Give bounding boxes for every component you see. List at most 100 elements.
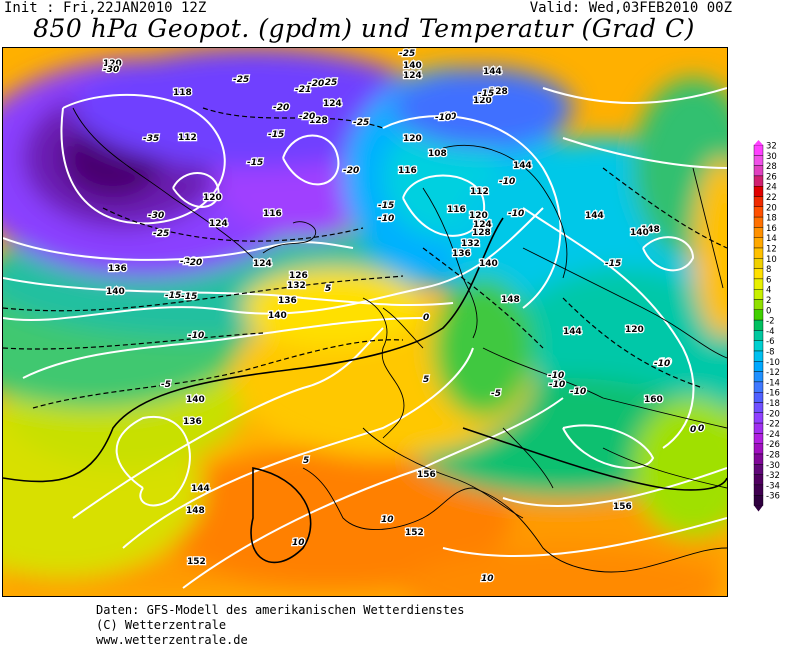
colorbar-swatch [753,340,764,352]
colorbar-tick-label: 22 [766,193,777,203]
temperature-contour-label: -10 [570,387,586,397]
colorbar-swatch [753,443,764,455]
height-contour-label: 140 [186,395,205,405]
height-contour-label: 124 [323,99,342,109]
temperature-contour-label: -35 [143,134,159,144]
temperature-colorbar: 32 30 28 26 24 22 20 18 16 14 12 10 8 6 4 2 0 -2 -4 -6 -8 -10… [752,140,786,512]
colorbar-swatch [753,433,764,444]
colorbar-tick-label: -10 [766,358,780,368]
temperature-contour-label: -30 [148,211,164,221]
temperature-contour-label: -25 [321,78,337,88]
colorbar-tick-label: 18 [766,214,777,224]
temperature-contour-label: 0 [423,313,429,323]
temperature-contour-label: -10 [378,214,394,224]
height-contour-label: 120 [203,193,222,203]
temperature-contour-label: -15 [165,291,181,301]
colorbar-tick-label: 30 [766,152,777,162]
temperature-contour-label: 0 [690,425,696,435]
colorbar-swatch [753,464,764,475]
height-contour-label: 152 [405,528,424,538]
temperature-contour-label: -10 [188,331,204,341]
coastlines [72,107,727,573]
temperature-contour-label: -15 [181,292,197,302]
colorbar-swatch [753,227,764,238]
colorbar-tick-label: -6 [766,337,774,347]
colorbar-tick-label: -32 [766,471,780,481]
colorbar-swatch [753,196,764,208]
colorbar-tick-label: -2 [766,317,774,327]
temperature-contour-label: -15 [478,89,494,99]
colorbar-tick-label: 12 [766,245,777,255]
height-contour-label: 144 [513,161,532,171]
temperature-contour-label: -5 [161,380,171,390]
footer-url: www.wetterzentrale.de [96,633,248,647]
temperature-contour-label: -25 [399,49,415,59]
height-contour-label: 140 [268,311,287,321]
height-contour-label: 144 [585,211,604,221]
height-contour-label: 128 [309,116,328,126]
height-contour-label: 124 [209,219,228,229]
map-title: 850 hPa Geopot. (gpdm) und Temperatur (G… [33,14,695,43]
temperature-contour-label: -25 [233,75,249,85]
colorbar-tick-label: 4 [766,286,771,296]
footer: Daten: GFS-Modell des amerikanischen Wet… [96,603,464,648]
height-contour-label: 140 [106,287,125,297]
temperature-contour-label: 0 [698,424,704,434]
height-contour-label: 136 [183,417,202,427]
temperature-contour-label: -10 [435,113,451,123]
height-contour-label: 118 [173,88,192,98]
height-contour-label: 140 [630,228,649,238]
colorbar-swatch [753,402,764,414]
height-contour-label: 124 [403,71,422,81]
colorbar-tick-label: -4 [766,327,774,337]
height-contour-label: 120 [403,134,422,144]
height-contour-label: 124 [473,220,492,230]
footer-data-source: Daten: GFS-Modell des amerikanischen Wet… [96,603,465,617]
colorbar-swatch [753,391,764,403]
colorbar-tick-label: -34 [766,481,780,491]
colorbar-tick-label: -12 [766,368,780,378]
height-contour-label: 128 [489,87,508,97]
colorbar-swatch [753,237,764,249]
colorbar-swatch [753,175,764,187]
temperature-contour-label: -5 [491,389,501,399]
temperature-contour-label: -10 [548,371,564,381]
colorbar-tick-label: 24 [766,183,777,193]
colorbar-top-arrow [754,140,763,145]
colorbar-swatch [753,144,764,156]
height-contour-label: 112 [470,187,489,197]
height-contour-label: 148 [641,225,660,235]
temperature-contour-label: -15 [378,201,394,211]
colorbar-tick-label: -36 [766,492,780,502]
temperature-contour-label: -20 [186,258,202,268]
colorbar-swatch [753,319,764,331]
temperature-contour-label: -15 [247,158,263,168]
height-contour-label: 116 [263,209,282,219]
colorbar-swatch [753,330,764,341]
colorbar-swatch [753,474,764,486]
colorbar-swatch [753,309,764,321]
colorbar-swatch [753,484,764,496]
height-contour-label: 136 [108,264,127,274]
colorbar-tick-label: 26 [766,172,777,182]
colorbar-tick-label: 6 [766,275,771,285]
colorbar-tick-label: 16 [766,224,777,234]
height-contour-label: 148 [501,295,520,305]
temperature-contour-label: 10 [292,538,305,548]
colorbar-swatch [753,247,764,259]
temperature-contour-label: -10 [440,112,456,122]
temperature-contour-label: 10 [481,574,494,584]
temperature-contour-label: 10 [381,515,394,525]
temperature-contour-label: -21 [295,85,311,95]
colorbar-tick-label: -22 [766,420,780,430]
height-contour-label: 140 [403,61,422,71]
height-contour-label: 144 [483,67,502,77]
temperature-field [3,48,727,596]
temperature-contour-label: -20 [299,112,315,122]
height-contour-label: 156 [613,502,632,512]
height-contour-label: 116 [398,166,417,176]
temperature-contour-label: 5 [325,284,331,294]
height-contour-label: 136 [278,296,297,306]
temperature-contour-label: -10 [654,359,670,369]
colorbar-tick-label: -18 [766,399,780,409]
